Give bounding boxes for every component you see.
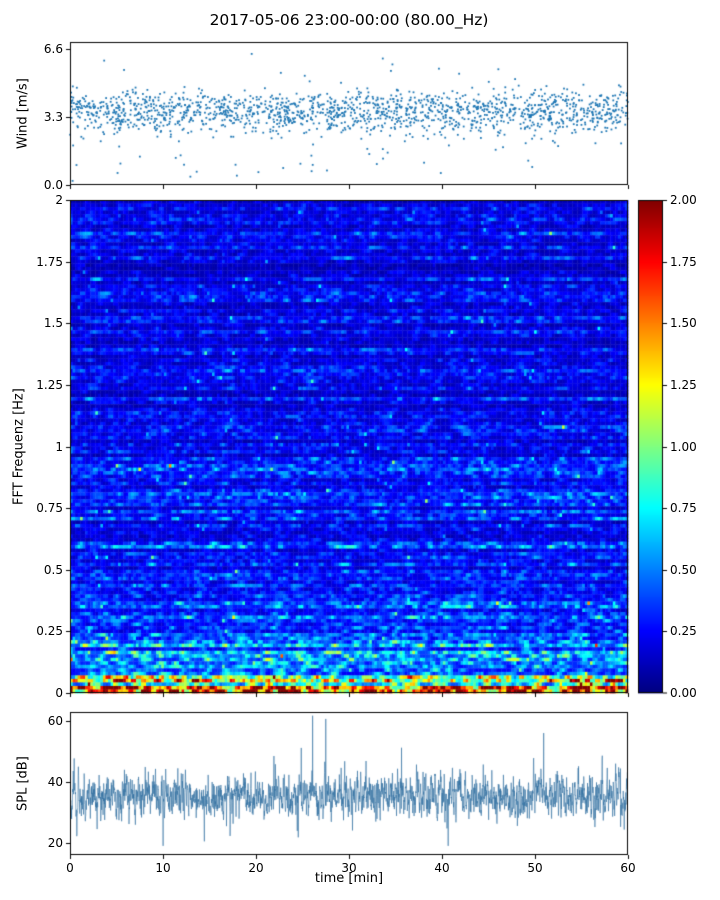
fft-ytick-label: 0.75 xyxy=(36,501,63,516)
spl-ytick-label: 20 xyxy=(47,835,63,850)
fft-ytick-label: 0.5 xyxy=(43,562,63,577)
time-xtick-label: 60 xyxy=(620,861,636,875)
fft-ytick-label: 1.75 xyxy=(36,254,63,269)
colorbar-tick-label: 0.25 xyxy=(670,624,697,639)
spl-ytick-label: 60 xyxy=(47,714,63,729)
wind-ytick-label: 3.3 xyxy=(43,109,63,124)
fft-ytick-label: 0.25 xyxy=(36,624,63,639)
fft-ytick-label: 1.25 xyxy=(36,377,63,392)
fft-ytick-label: 1.5 xyxy=(43,316,63,331)
colorbar-tick-label: 1.25 xyxy=(670,377,697,392)
colorbar-tick-label: 2.00 xyxy=(670,193,697,207)
colorbar-tick-label: 0.75 xyxy=(670,501,697,516)
plot-title: 2017-05-06 23:00-00:00 (80.00_Hz) xyxy=(209,11,489,29)
fft-ytick-label: 1 xyxy=(55,439,63,454)
time-xtick-label: 40 xyxy=(434,861,450,875)
time-xtick-label: 0 xyxy=(66,861,74,875)
colorbar-tick-label: 1.75 xyxy=(670,254,697,269)
spl-ytick-label: 40 xyxy=(47,774,63,789)
colorbar-tick-label: 0.50 xyxy=(670,562,697,577)
x-axis-label: time [min] xyxy=(314,871,384,886)
colorbar-tick-label: 1.00 xyxy=(670,439,697,454)
colorbar-tick-label: 0.00 xyxy=(670,686,697,700)
time-xtick-label: 30 xyxy=(341,861,357,875)
fft-ytick-label: 0 xyxy=(55,686,63,700)
fft-ytick-label: 2 xyxy=(55,193,63,207)
time-xtick-label: 20 xyxy=(248,861,264,875)
colorbar-tick-label: 1.50 xyxy=(670,316,697,331)
wind-ytick-label: 0.0 xyxy=(43,178,63,192)
wind-ytick-label: 6.6 xyxy=(43,41,63,56)
time-xtick-label: 10 xyxy=(155,861,171,875)
time-xtick-label: 50 xyxy=(527,861,543,875)
